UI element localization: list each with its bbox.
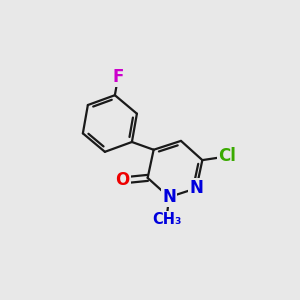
Text: CH₃: CH₃ xyxy=(152,212,181,227)
Text: F: F xyxy=(112,68,124,86)
Text: N: N xyxy=(162,188,176,206)
Text: Cl: Cl xyxy=(218,147,236,165)
Text: O: O xyxy=(116,171,130,189)
Text: N: N xyxy=(189,179,203,197)
